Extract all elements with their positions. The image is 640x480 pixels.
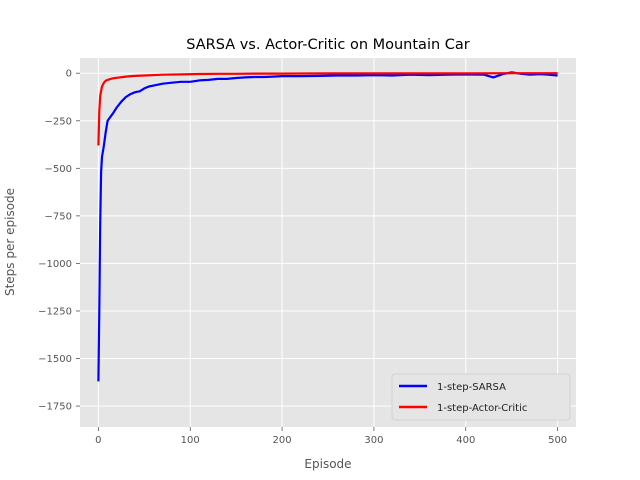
ticks: 0 100 200 300 400 500 0 −250 −500 −750 −1000 −1250 −… bbox=[38, 69, 567, 446]
x-tick-label: 500 bbox=[548, 435, 567, 446]
legend-label-actor-critic: 1-step-Actor-Critic bbox=[437, 403, 527, 414]
y-tick-label: −1750 bbox=[38, 402, 72, 413]
legend-label-sarsa: 1-step-SARSA bbox=[437, 382, 506, 393]
series-line-1-step-actor-critic bbox=[97, 72, 558, 146]
legend: 1-step-SARSA 1-step-Actor-Critic bbox=[391, 373, 571, 421]
y-tick-label: −500 bbox=[45, 164, 72, 175]
x-tick-label: 0 bbox=[95, 435, 101, 446]
x-tick-label: 300 bbox=[364, 435, 383, 446]
x-axis-label: Episode bbox=[304, 457, 351, 471]
y-tick-label: −1000 bbox=[38, 259, 72, 270]
y-tick-label: −1250 bbox=[38, 306, 72, 317]
x-tick-label: 100 bbox=[181, 435, 200, 446]
y-tick-label: −250 bbox=[45, 116, 72, 127]
plot-area bbox=[80, 58, 576, 427]
series-lines bbox=[97, 71, 558, 382]
series-line-1-step-sarsa bbox=[97, 71, 558, 382]
y-tick-label: 0 bbox=[66, 69, 72, 80]
y-tick-label: −750 bbox=[45, 211, 72, 222]
legend-box bbox=[391, 373, 571, 421]
chart-title: SARSA vs. Actor-Critic on Mountain Car bbox=[186, 37, 470, 53]
y-axis-label: Steps per episode bbox=[3, 188, 17, 296]
x-tick-label: 200 bbox=[273, 435, 292, 446]
y-tick-label: −1500 bbox=[38, 354, 72, 365]
x-tick-label: 400 bbox=[456, 435, 475, 446]
